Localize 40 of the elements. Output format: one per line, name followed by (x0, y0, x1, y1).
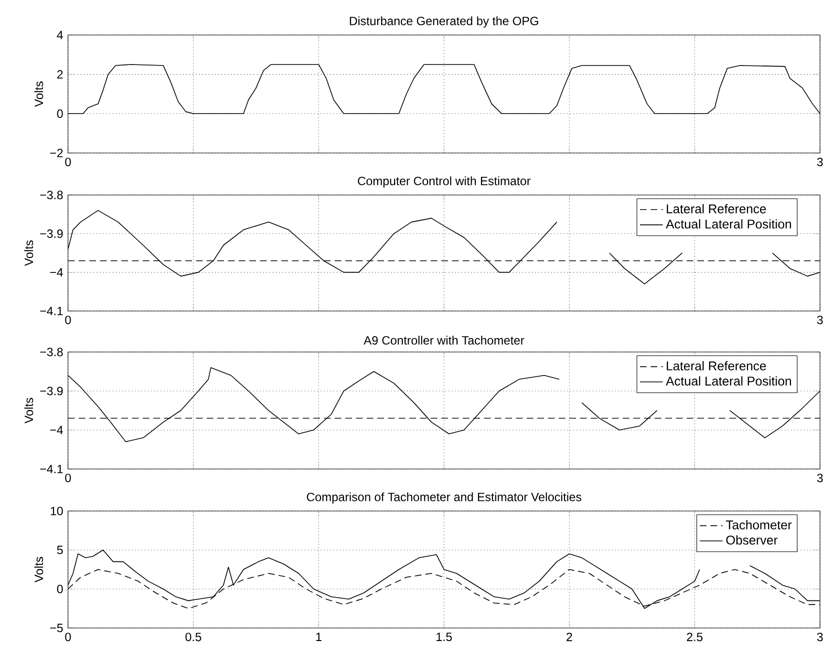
y-tick-label: −2 (50, 148, 63, 158)
y-axis-title: Volts (24, 240, 34, 266)
x-tick-label: 2.5 (686, 632, 702, 642)
legend-label: Lateral Reference (666, 361, 766, 370)
legend-label: Observer (726, 535, 778, 545)
x-tick-label: 3 (817, 158, 823, 166)
x-tick-label: 2 (566, 632, 572, 642)
y-axis-title: Volts (24, 398, 34, 424)
chart-title: Disturbance Generated by the OPG (350, 16, 538, 28)
y-tick-label: −5 (50, 624, 63, 632)
y-tick-label: 10 (50, 506, 63, 516)
x-tick-label: 3 (817, 474, 823, 482)
y-tick-label: 2 (57, 70, 63, 79)
x-tick-label: 1 (316, 632, 322, 641)
legend-label: Actual Lateral Position (666, 219, 791, 229)
y-tick-label: −4.1 (40, 464, 63, 474)
legend-label: Lateral Reference (666, 204, 766, 214)
x-tick-label: 0.5 (185, 632, 202, 642)
y-tick-label: −4 (50, 268, 63, 276)
chart-title: Comparison of Tachometer and Estimator Velocities (306, 492, 582, 504)
y-tick-label: 4 (56, 30, 63, 40)
y-tick-label: −3.9 (40, 229, 63, 238)
y-axis-title: Volts (34, 556, 44, 582)
x-tick-label: 3 (817, 316, 823, 324)
y-tick-label: −4.1 (40, 306, 63, 316)
y-tick-label: −3.9 (40, 386, 63, 396)
chart-title: Computer Control with Estimator (358, 176, 530, 188)
y-tick-label: −3.8 (40, 348, 63, 356)
y-tick-label: 5 (57, 546, 63, 554)
legend-label: Actual Lateral Position (666, 376, 791, 386)
y-tick-label: 0 (57, 109, 63, 118)
x-tick-label: 0 (65, 632, 71, 642)
chart-title: A9 Controller with Tachometer (364, 336, 524, 345)
x-tick-label: 3 (817, 632, 823, 642)
y-axis-title: Volts (34, 81, 44, 107)
y-tick-label: −3.8 (40, 190, 63, 200)
x-tick-label: 1.5 (436, 632, 452, 642)
y-tick-label: −4 (50, 426, 63, 434)
legend-label: Tachometer (726, 520, 792, 530)
y-tick-label: 0 (57, 584, 63, 594)
